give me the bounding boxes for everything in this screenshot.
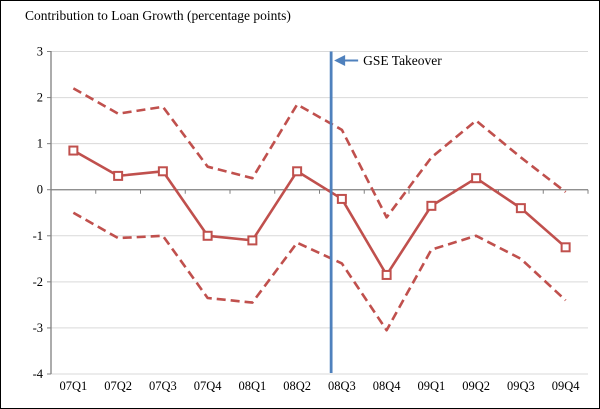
data-point-marker bbox=[68, 145, 79, 156]
data-point-marker bbox=[471, 173, 482, 184]
x-tick-label: 07Q3 bbox=[149, 379, 177, 393]
x-tick-label: 08Q4 bbox=[373, 379, 402, 393]
x-tick-label: 08Q3 bbox=[328, 379, 356, 393]
y-tick-label: -1 bbox=[33, 229, 43, 243]
y-tick-label: -4 bbox=[33, 367, 44, 381]
x-tick-label: 08Q2 bbox=[283, 379, 311, 393]
data-point-marker bbox=[113, 170, 124, 181]
data-point-marker bbox=[202, 230, 213, 241]
data-point-marker bbox=[157, 166, 168, 177]
y-tick-label: -2 bbox=[33, 275, 43, 289]
y-tick-label: 0 bbox=[37, 183, 43, 197]
x-tick-label: 09Q3 bbox=[507, 379, 535, 393]
x-tick-label: 07Q1 bbox=[59, 379, 87, 393]
x-tick-label: 09Q4 bbox=[552, 379, 581, 393]
data-point-marker bbox=[336, 193, 347, 204]
x-tick-label: 08Q1 bbox=[238, 379, 266, 393]
y-tick-label: 3 bbox=[37, 45, 43, 59]
x-tick-label: 07Q2 bbox=[104, 379, 132, 393]
gse-arrow-head-icon bbox=[334, 55, 346, 66]
data-point-marker bbox=[247, 235, 258, 246]
data-point-marker bbox=[560, 242, 571, 253]
lower-band-line bbox=[72, 211, 567, 332]
chart-title: Contribution to Loan Growth (percentage … bbox=[25, 8, 291, 23]
data-point-marker bbox=[426, 200, 437, 211]
data-point-marker bbox=[381, 269, 392, 280]
x-tick-label: 07Q4 bbox=[194, 379, 223, 393]
y-tick-label: 2 bbox=[37, 91, 43, 105]
x-tick-label: 09Q2 bbox=[462, 379, 490, 393]
x-tick-label: 09Q1 bbox=[417, 379, 445, 393]
upper-band-line bbox=[72, 87, 567, 219]
data-point-marker bbox=[292, 166, 303, 177]
point-estimate-line bbox=[72, 149, 567, 277]
y-tick-label: -3 bbox=[33, 321, 43, 335]
gse-takeover-label: GSE Takeover bbox=[363, 53, 442, 68]
data-point-marker bbox=[515, 203, 526, 214]
y-tick-label: 1 bbox=[37, 137, 43, 151]
